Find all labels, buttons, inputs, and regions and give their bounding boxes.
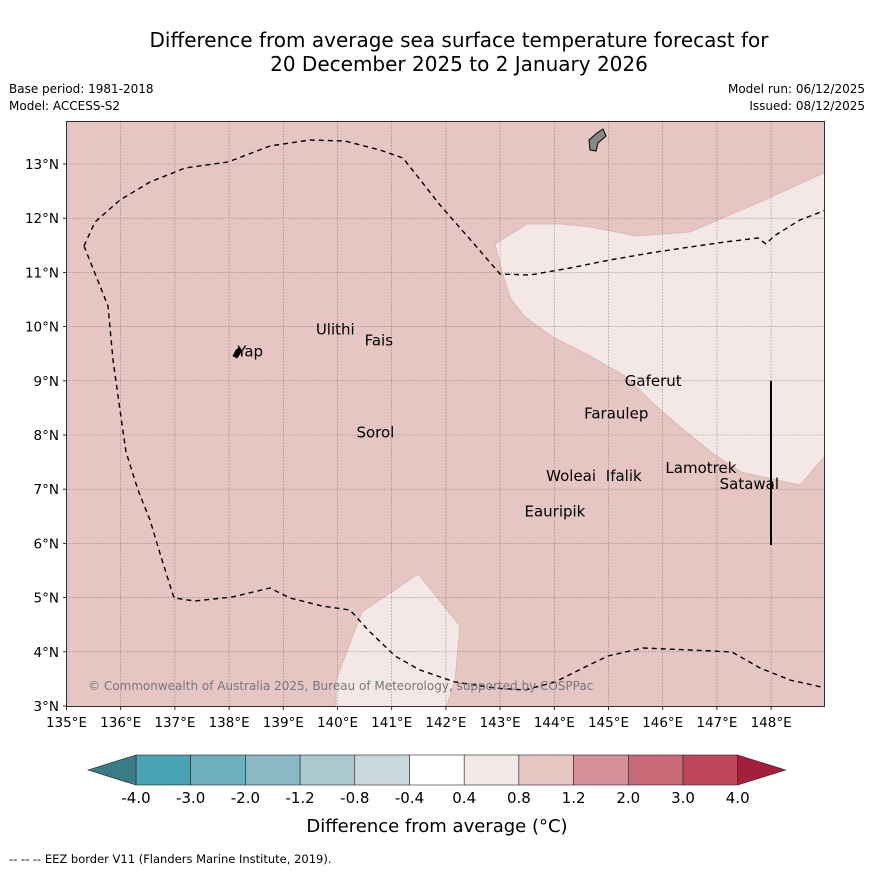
colorbar-tick-label: 1.2 xyxy=(562,789,586,807)
place-label-fais: Fais xyxy=(365,332,394,350)
colorbar-tick-label: -0.4 xyxy=(395,789,424,807)
place-labels: Yap Ulithi Fais Sorol Gaferut Faraulep Woleai I… xyxy=(236,321,779,521)
lon-tick-label: 140°E xyxy=(317,715,358,731)
lat-tick-label: 3°N xyxy=(34,699,59,715)
colorbar-tick-label: -2.0 xyxy=(231,789,260,807)
colorbar-segment xyxy=(518,754,574,786)
colorbar-over-arrow xyxy=(737,754,787,786)
model-text: Model: ACCESS-S2 xyxy=(9,99,121,113)
lat-tick-label: 7°N xyxy=(34,482,59,498)
colorbar-tick-label: 2.0 xyxy=(616,789,640,807)
base-period-text: Base period: 1981-2018 xyxy=(9,82,154,96)
place-label-yap: Yap xyxy=(236,342,263,360)
lon-tick-label: 147°E xyxy=(696,715,737,731)
colorbar-tick-label: 0.4 xyxy=(452,789,476,807)
place-label-gaferut: Gaferut xyxy=(625,372,682,390)
colorbar-tick-label: 0.8 xyxy=(507,789,531,807)
place-label-faraulep: Faraulep xyxy=(584,405,648,423)
colorbar-segment xyxy=(682,754,739,786)
colorbar-segment xyxy=(409,754,465,786)
eez-footnote: -- -- -- EEZ border V11 (Flanders Marine… xyxy=(9,852,332,866)
place-label-ifalik: Ifalik xyxy=(606,467,642,485)
lon-tick-label: 148°E xyxy=(751,715,792,731)
lat-tick-label: 4°N xyxy=(34,645,59,661)
place-label-ulithi: Ulithi xyxy=(316,321,355,339)
colorbar-label: Difference from average (°C) xyxy=(306,816,567,837)
model-info: Base period: 1981-2018 Model: ACCESS-S2 xyxy=(9,81,154,115)
issued-text: Issued: 08/12/2025 xyxy=(749,99,865,113)
colorbar-tick-label: -1.2 xyxy=(285,789,314,807)
lon-tick-label: 145°E xyxy=(588,715,629,731)
map-axes: 135°E 136°E 137°E 138°E 139°E 140°E 141°E 142°E… xyxy=(25,157,792,731)
yap-island xyxy=(232,347,242,359)
colorbar-tick-label: -4.0 xyxy=(121,789,150,807)
lat-tick-label: 5°N xyxy=(34,591,59,607)
lat-tick-label: 10°N xyxy=(25,320,59,336)
lon-tick-label: 138°E xyxy=(209,715,250,731)
colorbar-tick-label: -0.8 xyxy=(340,789,369,807)
eez-border-line xyxy=(83,139,825,691)
lat-tick-label: 9°N xyxy=(34,374,59,390)
chart-title: Difference from average sea surface temp… xyxy=(45,28,873,76)
colorbar-segment xyxy=(135,754,192,786)
guam-island xyxy=(588,128,607,152)
title-line-1: Difference from average sea surface temp… xyxy=(149,28,769,52)
lon-tick-label: 141°E xyxy=(371,715,412,731)
lon-tick-label: 136°E xyxy=(100,715,141,731)
place-label-satawal: Satawal xyxy=(720,475,779,493)
lon-tick-label: 139°E xyxy=(263,715,304,731)
colorbar-segment xyxy=(627,754,684,786)
place-label-woleai: Woleai xyxy=(546,467,596,485)
lat-tick-label: 6°N xyxy=(34,536,59,552)
anomaly-region-light-east xyxy=(494,172,825,486)
place-label-lamotrek: Lamotrek xyxy=(665,459,736,477)
colorbar-tick-label: 4.0 xyxy=(726,789,750,807)
lat-tick-label: 13°N xyxy=(25,157,59,173)
model-run-text: Model run: 06/12/2025 xyxy=(727,82,865,96)
lon-tick-label: 146°E xyxy=(642,715,683,731)
run-info: Model run: 06/12/2025 Issued: 08/12/2025 xyxy=(728,81,865,115)
lon-tick-label: 143°E xyxy=(480,715,521,731)
copyright-text: © Commonwealth of Australia 2025, Bureau… xyxy=(88,679,593,693)
place-label-eauripik: Eauripik xyxy=(524,502,585,520)
graticule xyxy=(66,121,825,707)
colorbar-segment xyxy=(573,754,629,786)
place-label-sorol: Sorol xyxy=(356,424,394,442)
colorbar-segment xyxy=(190,754,246,786)
lon-tick-label: 144°E xyxy=(534,715,575,731)
lat-tick-label: 12°N xyxy=(25,211,59,227)
colorbar-segment xyxy=(354,754,410,786)
colorbar-segment xyxy=(245,754,301,786)
title-line-2: 20 December 2025 to 2 January 2026 xyxy=(270,52,648,76)
lon-tick-label: 137°E xyxy=(154,715,195,731)
colorbar: -4.0 -3.0 -2.0 -1.2 -0.8 -0.4 0.4 0.8 1.2 2.0 3.0 4… xyxy=(86,754,787,807)
colorbar-segment xyxy=(463,754,520,786)
lon-tick-label: 135°E xyxy=(46,715,87,731)
colorbar-tick-label: -3.0 xyxy=(176,789,205,807)
colorbar-under-arrow xyxy=(86,754,137,786)
lat-tick-label: 8°N xyxy=(34,428,59,444)
lat-tick-label: 11°N xyxy=(25,265,59,281)
lon-tick-label: 142°E xyxy=(425,715,466,731)
colorbar-tick-label: 3.0 xyxy=(671,789,695,807)
colorbar-segment xyxy=(299,754,356,786)
